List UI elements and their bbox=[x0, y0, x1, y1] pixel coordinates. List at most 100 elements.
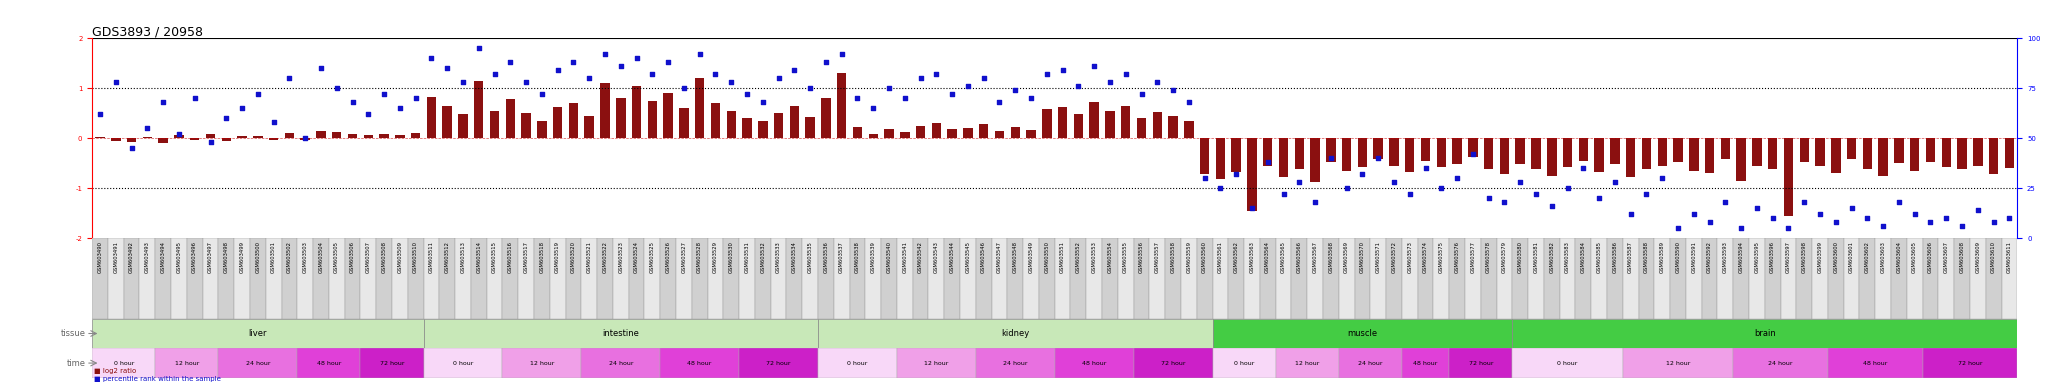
Point bbox=[920, 71, 952, 78]
Point bbox=[983, 99, 1016, 105]
FancyBboxPatch shape bbox=[1669, 238, 1686, 319]
Point bbox=[1235, 205, 1268, 211]
Point bbox=[731, 91, 764, 98]
Text: GSM603576: GSM603576 bbox=[1454, 241, 1460, 273]
FancyBboxPatch shape bbox=[233, 238, 250, 319]
Point bbox=[1976, 219, 2009, 225]
Text: GSM603504: GSM603504 bbox=[319, 241, 324, 273]
FancyBboxPatch shape bbox=[645, 238, 659, 319]
FancyBboxPatch shape bbox=[1622, 348, 1733, 378]
FancyBboxPatch shape bbox=[360, 348, 424, 378]
Text: GSM603523: GSM603523 bbox=[618, 241, 623, 273]
Point bbox=[637, 71, 670, 78]
Point bbox=[352, 111, 385, 118]
Bar bbox=[758, 121, 768, 138]
Point bbox=[1047, 67, 1079, 73]
Bar bbox=[1894, 138, 1905, 163]
Text: GSM603594: GSM603594 bbox=[1739, 241, 1743, 273]
Point bbox=[1819, 219, 1851, 225]
FancyBboxPatch shape bbox=[487, 238, 502, 319]
Text: GSM603515: GSM603515 bbox=[492, 241, 498, 273]
Point bbox=[477, 71, 510, 78]
Text: GSM603580: GSM603580 bbox=[1518, 241, 1524, 273]
Point bbox=[557, 59, 590, 65]
Text: GSM603505: GSM603505 bbox=[334, 241, 340, 273]
Point bbox=[1520, 191, 1552, 197]
Bar bbox=[1374, 138, 1382, 159]
Bar bbox=[995, 131, 1004, 138]
FancyBboxPatch shape bbox=[1765, 238, 1780, 319]
Bar bbox=[1485, 138, 1493, 169]
Point bbox=[1251, 159, 1284, 165]
FancyBboxPatch shape bbox=[897, 348, 975, 378]
Bar bbox=[1200, 138, 1210, 174]
Text: GSM603493: GSM603493 bbox=[145, 241, 150, 273]
Text: GSM603507: GSM603507 bbox=[367, 241, 371, 273]
Text: GSM603511: GSM603511 bbox=[428, 241, 434, 273]
Text: GSM603556: GSM603556 bbox=[1139, 241, 1145, 273]
Text: GSM603517: GSM603517 bbox=[524, 241, 528, 273]
FancyBboxPatch shape bbox=[582, 348, 659, 378]
Text: tissue: tissue bbox=[61, 329, 86, 338]
Bar bbox=[1579, 138, 1587, 161]
Point bbox=[762, 75, 795, 81]
FancyBboxPatch shape bbox=[1511, 319, 2017, 348]
FancyBboxPatch shape bbox=[455, 238, 471, 319]
Text: GSM603578: GSM603578 bbox=[1487, 241, 1491, 273]
Bar bbox=[1184, 121, 1194, 138]
FancyBboxPatch shape bbox=[156, 238, 172, 319]
Bar bbox=[1137, 118, 1147, 138]
FancyBboxPatch shape bbox=[1243, 238, 1260, 319]
FancyBboxPatch shape bbox=[1718, 238, 1733, 319]
FancyBboxPatch shape bbox=[1403, 238, 1417, 319]
Text: GSM603554: GSM603554 bbox=[1108, 241, 1112, 273]
Bar bbox=[268, 138, 279, 140]
Bar bbox=[1389, 138, 1399, 166]
Bar bbox=[1516, 138, 1526, 164]
Text: 0 hour: 0 hour bbox=[1556, 361, 1577, 366]
FancyBboxPatch shape bbox=[944, 238, 961, 319]
Text: GSM603569: GSM603569 bbox=[1343, 241, 1350, 273]
Text: GSM603496: GSM603496 bbox=[193, 241, 197, 273]
FancyBboxPatch shape bbox=[123, 238, 139, 319]
Text: 48 hour: 48 hour bbox=[1864, 361, 1888, 366]
FancyBboxPatch shape bbox=[1196, 238, 1212, 319]
FancyBboxPatch shape bbox=[377, 238, 391, 319]
FancyBboxPatch shape bbox=[1937, 238, 1954, 319]
Point bbox=[336, 99, 369, 105]
FancyBboxPatch shape bbox=[659, 238, 676, 319]
Text: 12 hour: 12 hour bbox=[1665, 361, 1690, 366]
FancyBboxPatch shape bbox=[1450, 348, 1511, 378]
Text: GSM603516: GSM603516 bbox=[508, 241, 512, 273]
FancyBboxPatch shape bbox=[723, 238, 739, 319]
FancyBboxPatch shape bbox=[598, 238, 612, 319]
Bar bbox=[1120, 106, 1130, 138]
FancyBboxPatch shape bbox=[1638, 238, 1655, 319]
FancyBboxPatch shape bbox=[881, 238, 897, 319]
Point bbox=[225, 105, 258, 111]
FancyBboxPatch shape bbox=[1212, 238, 1229, 319]
Text: GSM603566: GSM603566 bbox=[1296, 241, 1303, 273]
Point bbox=[842, 95, 874, 101]
Text: 48 hour: 48 hour bbox=[1413, 361, 1438, 366]
Text: 72 hour: 72 hour bbox=[379, 361, 403, 366]
Point bbox=[1536, 203, 1569, 209]
Bar bbox=[348, 134, 356, 138]
Point bbox=[258, 119, 291, 125]
FancyBboxPatch shape bbox=[518, 238, 535, 319]
Bar bbox=[727, 111, 735, 138]
Bar bbox=[838, 73, 846, 138]
FancyBboxPatch shape bbox=[1907, 238, 1923, 319]
FancyBboxPatch shape bbox=[1829, 348, 1923, 378]
Point bbox=[809, 59, 842, 65]
Text: GSM603596: GSM603596 bbox=[1769, 241, 1776, 273]
FancyBboxPatch shape bbox=[1165, 238, 1182, 319]
Bar bbox=[426, 97, 436, 138]
Bar bbox=[979, 124, 989, 138]
Point bbox=[1898, 211, 1931, 217]
Text: GSM603527: GSM603527 bbox=[682, 241, 686, 273]
FancyBboxPatch shape bbox=[1511, 348, 1622, 378]
Text: GSM603599: GSM603599 bbox=[1817, 241, 1823, 273]
Text: 24 hour: 24 hour bbox=[608, 361, 633, 366]
Text: GSM603499: GSM603499 bbox=[240, 241, 244, 273]
